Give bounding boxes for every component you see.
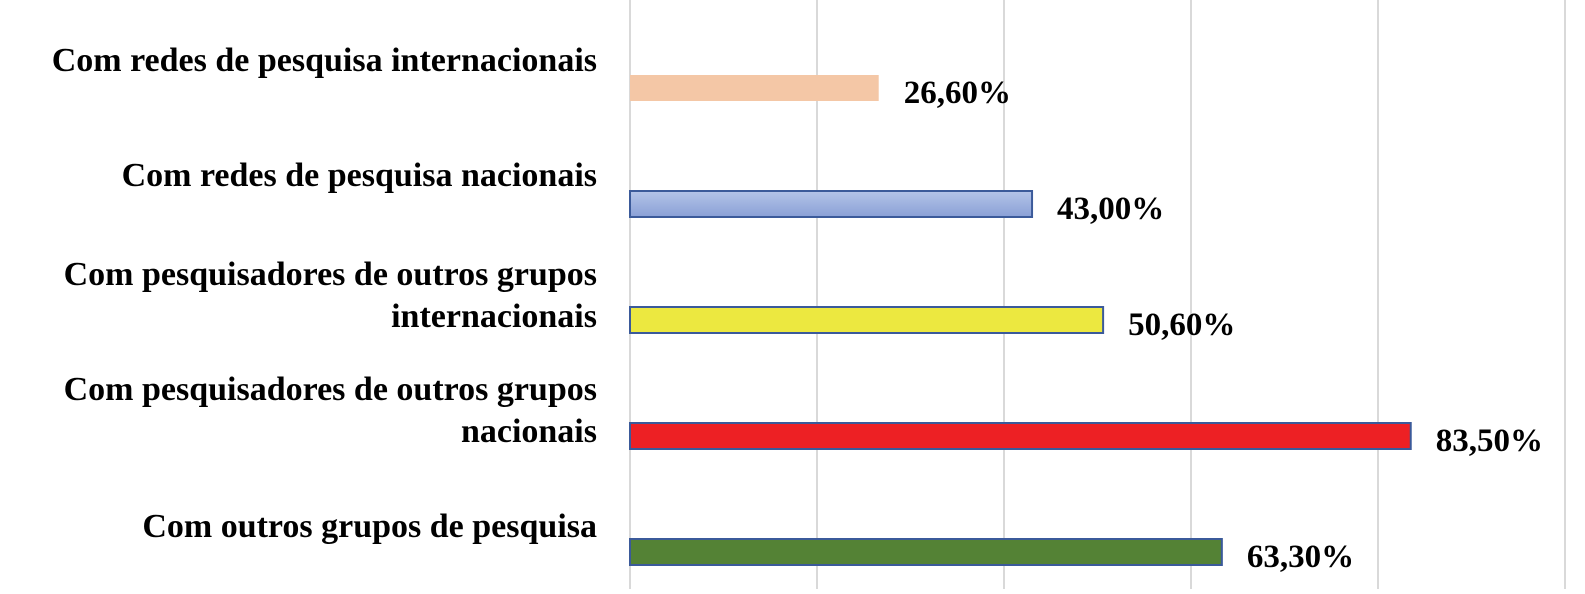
category-label-2: Com redes de pesquisa nacionais xyxy=(121,157,597,194)
value-label-3: 50,60% xyxy=(1128,307,1235,343)
value-label-4: 83,50% xyxy=(1436,423,1543,459)
value-labels: 26,60% 43,00% 50,60% 83,50% 63,30% xyxy=(904,75,1543,575)
value-label-2: 43,00% xyxy=(1057,191,1164,227)
value-label-1: 26,60% xyxy=(904,75,1011,111)
bars xyxy=(629,75,1412,566)
bar-5 xyxy=(629,538,1223,566)
bar-2 xyxy=(629,190,1034,218)
bar-4 xyxy=(629,422,1412,450)
value-label-5: 63,30% xyxy=(1247,539,1354,575)
category-label-3: Com pesquisadores de outros grupos inter… xyxy=(63,256,597,335)
bar-1 xyxy=(630,75,879,101)
bar-3 xyxy=(629,306,1105,334)
category-label-1: Com redes de pesquisa internacionais xyxy=(51,42,597,79)
category-label-5: Com outros grupos de pesquisa xyxy=(142,508,597,545)
category-label-4: Com pesquisadores de outros grupos nacio… xyxy=(63,371,597,450)
